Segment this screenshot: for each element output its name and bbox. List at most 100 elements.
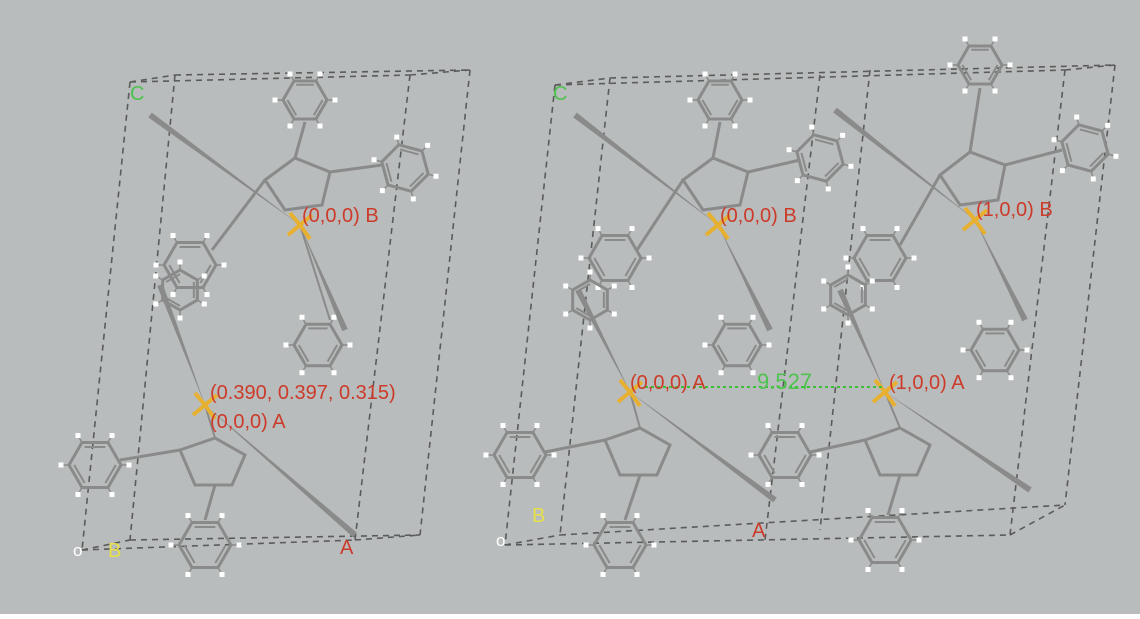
hydrogen-atom [333,98,338,103]
right-origin-label: o [496,531,505,550]
left-atom-label-000-b: (0,0,0) B [302,205,379,227]
hydrogen-atom [110,433,115,438]
hydrogen-atom [612,284,617,289]
hydrogen-atom [1113,154,1118,159]
hydrogen-atom [110,492,115,497]
hydrogen-atom [821,279,826,284]
hydrogen-atom [552,453,557,458]
hydrogen-atom [318,123,323,128]
hydrogen-atom [563,312,568,317]
hydrogen-atom [535,423,540,428]
hydrogen-atom [1060,168,1065,173]
hydrogen-atom [751,370,756,375]
hydrogen-atom [647,256,652,261]
hydrogen-atom [844,256,849,261]
hydrogen-atom [870,307,875,312]
hydrogen-atom [635,572,640,577]
left-atom-label-000-a: (0,0,0) A [210,411,286,433]
hydrogen-atom [153,274,158,279]
right-axis-a-label: A [752,520,766,542]
hydrogen-atom [977,320,982,325]
hydrogen-atom [579,256,584,261]
hydrogen-atom [848,164,853,169]
hydrogen-atom [719,315,724,320]
hydrogen-atom [284,343,289,348]
hydrogen-atom [612,312,617,317]
hydrogen-atom [1105,123,1110,128]
hydrogen-atom [630,285,635,290]
hydrogen-atom [895,226,900,231]
hydrogen-atom [411,196,416,201]
hydrogen-atom [795,178,800,183]
hydrogen-atom [205,233,210,238]
hydrogen-atom [169,543,174,548]
hydrogen-atom [900,508,905,513]
hydrogen-atom [766,482,771,487]
hydrogen-atom [186,513,191,518]
hydrogen-atom [963,88,968,93]
right-atom-label-100-a: (1,0,0) A [889,372,965,394]
hydrogen-atom [484,453,489,458]
hydrogen-atom [861,226,866,231]
hydrogen-atom [171,292,176,297]
hydrogen-atom [380,188,385,193]
hydrogen-atom [59,463,64,468]
hydrogen-atom [535,482,540,487]
hydrogen-atom [1009,375,1014,380]
hydrogen-atom [601,513,606,518]
hydrogen-atom [809,125,814,130]
hydrogen-atom [1009,320,1014,325]
hydrogen-atom [912,256,917,261]
hydrogen-atom [237,543,242,548]
hydrogen-atom [963,37,968,42]
hydrogen-atom [202,302,207,307]
hydrogen-atom [787,147,792,152]
hydrogen-atom [348,343,353,348]
hydrogen-atom [733,72,738,77]
distance-label: 9.527 [757,369,812,394]
hydrogen-atom [900,567,905,572]
hydrogen-atom [1074,115,1079,120]
hydrogen-atom [596,226,601,231]
hydrogen-atom [703,72,708,77]
hydrogen-atom [961,348,966,353]
left-axis-b-label: B [108,540,121,562]
hydrogen-atom [866,508,871,513]
hydrogen-atom [273,98,278,103]
hydrogen-atom [821,307,826,312]
hydrogen-atom [433,174,438,179]
hydrogen-atom [127,463,132,468]
hydrogen-atom [635,513,640,518]
right-atom-label-100-b: (1,0,0) B [976,199,1053,221]
hydrogen-atom [154,263,159,268]
left-axis-c-label: C [130,83,144,105]
hydrogen-atom [719,370,724,375]
hydrogen-atom [993,37,998,42]
hydrogen-atom [394,135,399,140]
hydrogen-atom [652,543,657,548]
hydrogen-atom [800,482,805,487]
hydrogen-atom [563,284,568,289]
hydrogen-atom [826,186,831,191]
hydrogen-atom [895,285,900,290]
hydrogen-atom [993,88,998,93]
hydrogen-atom [917,538,922,543]
hydrogen-atom [318,72,323,77]
right-axis-c-label: C [553,83,567,105]
right-atom-label-000-a: (0,0,0) A [630,372,706,394]
hydrogen-atom [1025,348,1030,353]
hydrogen-atom [372,157,377,162]
hydrogen-atom [601,572,606,577]
hydrogen-atom [178,260,183,265]
hydrogen-atom [220,572,225,577]
hydrogen-atom [288,123,293,128]
hydrogen-atom [703,343,708,348]
hydrogen-atom [588,326,593,331]
hydrogen-atom [688,98,693,103]
hydrogen-atom [584,543,589,548]
hydrogen-atom [766,423,771,428]
hydrogen-atom [222,263,227,268]
right-atom-label-000-b: (0,0,0) B [720,205,797,227]
hydrogen-atom [288,72,293,77]
